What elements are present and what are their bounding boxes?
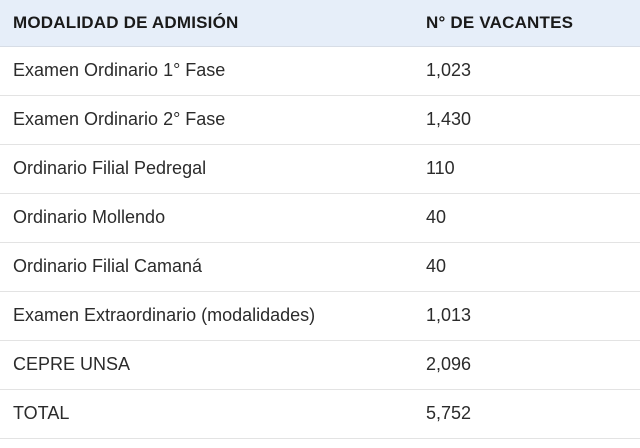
table-body: Examen Ordinario 1° Fase 1,023 Examen Or… (0, 46, 640, 439)
total-value-cell: 5,752 (413, 389, 640, 439)
vacantes-cell: 1,430 (413, 95, 640, 145)
modalidad-cell: Ordinario Filial Pedregal (0, 144, 413, 194)
header-modalidad: MODALIDAD DE ADMISIÓN (0, 0, 413, 47)
table-row: Examen Extraordinario (modalidades) 1,01… (0, 291, 640, 341)
table-row: CEPRE UNSA 2,096 (0, 340, 640, 390)
modalidad-cell: CEPRE UNSA (0, 340, 413, 390)
table-row: Examen Ordinario 2° Fase 1,430 (0, 95, 640, 145)
header-vacantes: N° DE VACANTES (413, 0, 640, 47)
vacantes-cell: 1,023 (413, 46, 640, 96)
modalidad-cell: Examen Ordinario 2° Fase (0, 95, 413, 145)
vacantes-cell: 40 (413, 242, 640, 292)
total-label-cell: TOTAL (0, 389, 413, 439)
table-row: Ordinario Filial Camaná 40 (0, 242, 640, 292)
vacantes-cell: 1,013 (413, 291, 640, 341)
table-row: Ordinario Filial Pedregal 110 (0, 144, 640, 194)
vacantes-cell: 2,096 (413, 340, 640, 390)
table-row: Examen Ordinario 1° Fase 1,023 (0, 46, 640, 96)
table-header: MODALIDAD DE ADMISIÓN N° DE VACANTES (0, 0, 640, 47)
vacantes-cell: 40 (413, 193, 640, 243)
modalidad-cell: Examen Ordinario 1° Fase (0, 46, 413, 96)
vacantes-cell: 110 (413, 144, 640, 194)
modalidad-cell: Examen Extraordinario (modalidades) (0, 291, 413, 341)
header-row: MODALIDAD DE ADMISIÓN N° DE VACANTES (0, 0, 640, 47)
total-row: TOTAL 5,752 (0, 389, 640, 439)
modalidad-cell: Ordinario Mollendo (0, 193, 413, 243)
table-row: Ordinario Mollendo 40 (0, 193, 640, 243)
admission-table: MODALIDAD DE ADMISIÓN N° DE VACANTES Exa… (0, 0, 640, 439)
modalidad-cell: Ordinario Filial Camaná (0, 242, 413, 292)
